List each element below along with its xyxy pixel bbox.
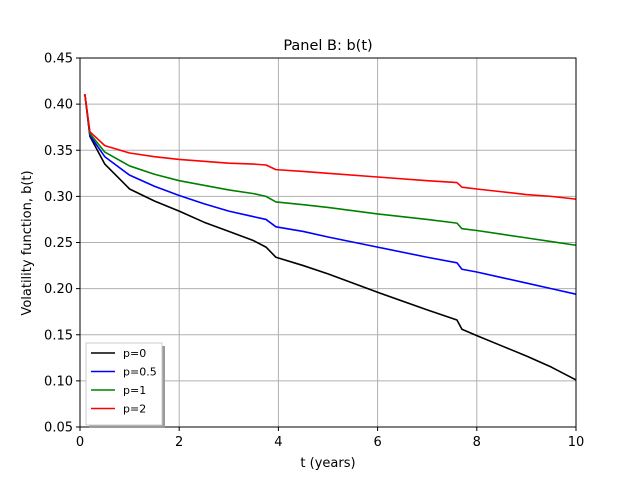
x-tick-label: 0 [76,435,84,450]
axis-ticks: 0 2 4 6 8 10 0.05 0.10 0.15 0.20 0.25 0.30 0.35 0.40 0… [44,52,584,451]
x-tick-label: 2 [175,435,183,450]
legend-entry: p=0 [123,347,146,360]
y-tick-label: 0.20 [44,282,73,297]
x-tick-label: 10 [568,435,585,450]
y-tick-label: 0.45 [44,52,73,67]
series-line-p-0 [83,94,577,381]
series-line-p-2 [83,94,577,200]
y-tick-label: 0.25 [44,236,73,251]
chart-title: Panel B: b(t) [283,38,372,54]
y-tick-label: 0.35 [44,144,73,159]
y-tick-label: 0.10 [44,374,73,389]
legend: p=0 p=0.5 p=1 p=2 [85,342,165,428]
y-tick-label: 0.30 [44,190,73,205]
x-axis-label: t (years) [300,456,355,471]
series-lines [83,94,577,381]
y-tick-label: 0.40 [44,98,73,113]
series-line-p-1 [83,94,577,247]
y-tick-label: 0.15 [44,328,73,343]
x-tick-label: 6 [373,435,381,450]
x-tick-label: 4 [274,435,282,450]
legend-entry: p=1 [123,384,146,397]
legend-box [85,342,163,426]
y-tick-label: 0.05 [44,421,73,436]
x-tick-label: 8 [473,435,481,450]
legend-entry: p=0.5 [123,366,157,379]
series-line-p-0-5 [83,94,577,295]
y-axis-label: Volatility function, b(t) [20,170,35,315]
legend-entry: p=2 [123,403,146,416]
